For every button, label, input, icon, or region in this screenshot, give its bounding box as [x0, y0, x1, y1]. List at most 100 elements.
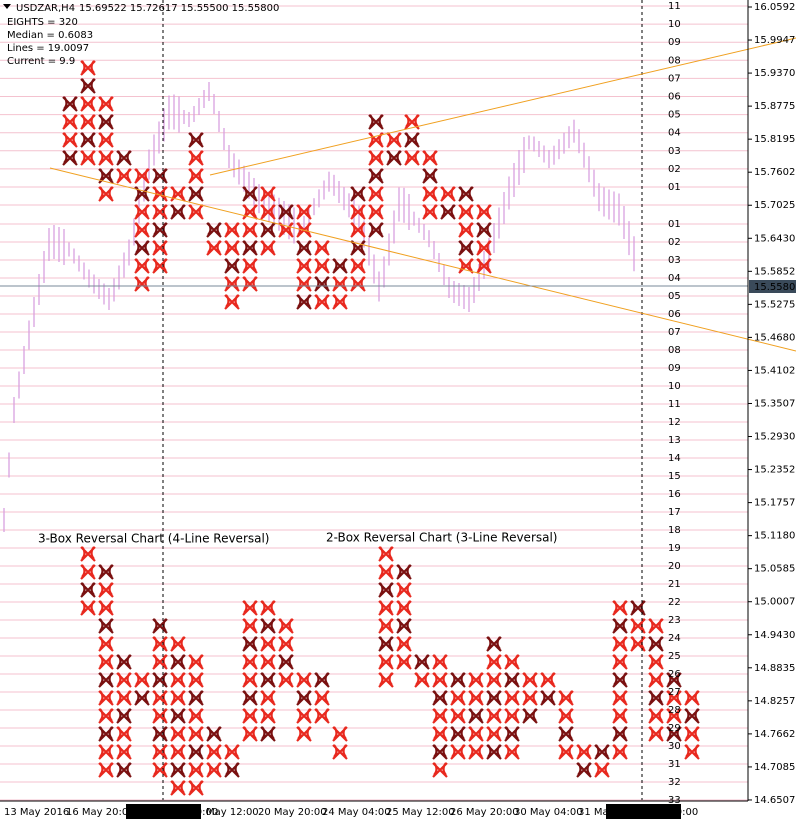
x-mark	[404, 114, 420, 130]
x-mark	[386, 150, 402, 166]
x-mark	[170, 744, 186, 760]
x-mark	[260, 672, 276, 688]
menu-arrow[interactable]	[3, 4, 11, 9]
ohlc: 15.69522 15.72617 15.55500 15.55800	[79, 3, 279, 14]
x-mark	[170, 636, 186, 652]
x-mark	[98, 132, 114, 148]
x-mark	[278, 618, 294, 634]
x-mark	[278, 654, 294, 670]
x-mark	[242, 276, 258, 292]
x-mark	[242, 672, 258, 688]
x-mark	[432, 672, 448, 688]
x-mark	[152, 672, 168, 688]
x-mark	[80, 60, 96, 76]
level-label: 31	[668, 759, 681, 770]
x-mark	[576, 744, 592, 760]
x-mark	[314, 690, 330, 706]
x-mark	[414, 672, 430, 688]
x-mark	[170, 690, 186, 706]
x-mark	[522, 690, 538, 706]
x-mark	[134, 168, 150, 184]
x-mark	[98, 600, 114, 616]
x-mark	[684, 708, 700, 724]
level-label: 25	[668, 651, 681, 662]
x-mark	[612, 600, 628, 616]
level-label: 11	[668, 1, 681, 12]
x-mark	[206, 726, 222, 742]
x-mark	[188, 726, 204, 742]
x-mark	[440, 186, 456, 202]
x-mark	[350, 258, 366, 274]
price-label: 15.70250	[754, 200, 796, 211]
x-mark	[206, 744, 222, 760]
x-mark	[476, 204, 492, 220]
x-mark	[98, 762, 114, 778]
x-mark	[134, 690, 150, 706]
x-mark	[170, 708, 186, 724]
x-mark	[152, 258, 168, 274]
price-label: 15.00075	[754, 597, 796, 608]
level-label: 13	[668, 435, 681, 446]
x-mark	[152, 168, 168, 184]
level-label: 01	[668, 182, 681, 193]
x-mark	[116, 762, 132, 778]
price-label: 15.17575	[754, 498, 796, 509]
x-mark	[458, 204, 474, 220]
price-label: 16.05920	[754, 2, 796, 13]
x-mark	[476, 222, 492, 238]
x-mark	[648, 708, 664, 724]
x-mark	[242, 654, 258, 670]
x-mark	[188, 708, 204, 724]
x-mark	[134, 204, 150, 220]
level-label: 04	[668, 273, 681, 284]
x-mark	[170, 672, 186, 688]
x-mark	[486, 744, 502, 760]
x-mark	[468, 744, 484, 760]
x-mark	[152, 204, 168, 220]
price-label: 15.35075	[754, 398, 796, 409]
x-mark	[260, 204, 276, 220]
x-mark	[224, 222, 240, 238]
price-label: 15.23525	[754, 465, 796, 476]
x-mark	[368, 186, 384, 202]
time-label: 13 May 2016	[4, 807, 69, 818]
x-mark	[368, 132, 384, 148]
x-mark	[458, 240, 474, 256]
level-label: 21	[668, 579, 681, 590]
x-mark	[396, 654, 412, 670]
x-mark	[468, 726, 484, 742]
x-mark	[396, 618, 412, 634]
time-highlight-box	[606, 804, 681, 819]
price-label: 15.46800	[754, 332, 796, 343]
x-mark	[134, 672, 150, 688]
x-mark	[504, 744, 520, 760]
x-mark	[450, 672, 466, 688]
current-price-box	[749, 280, 796, 293]
x-mark	[224, 240, 240, 256]
x-mark	[468, 672, 484, 688]
x-mark	[134, 186, 150, 202]
x-mark	[612, 672, 628, 688]
level-label: 30	[668, 741, 681, 752]
x-mark	[98, 564, 114, 580]
x-mark	[458, 222, 474, 238]
x-mark	[188, 762, 204, 778]
x-mark	[684, 726, 700, 742]
x-mark	[558, 744, 574, 760]
x-mark	[486, 726, 502, 742]
x-mark	[98, 186, 114, 202]
x-mark	[630, 636, 646, 652]
level-label: 22	[668, 597, 681, 608]
x-mark	[206, 240, 222, 256]
x-mark	[116, 168, 132, 184]
level-label: 03	[668, 255, 681, 266]
x-mark	[422, 168, 438, 184]
level-label: 10	[668, 381, 681, 392]
x-mark	[224, 276, 240, 292]
x-mark	[378, 582, 394, 598]
x-mark	[648, 654, 664, 670]
x-mark	[188, 780, 204, 796]
level-label: 06	[668, 92, 681, 103]
x-mark	[422, 204, 438, 220]
x-mark	[666, 690, 682, 706]
